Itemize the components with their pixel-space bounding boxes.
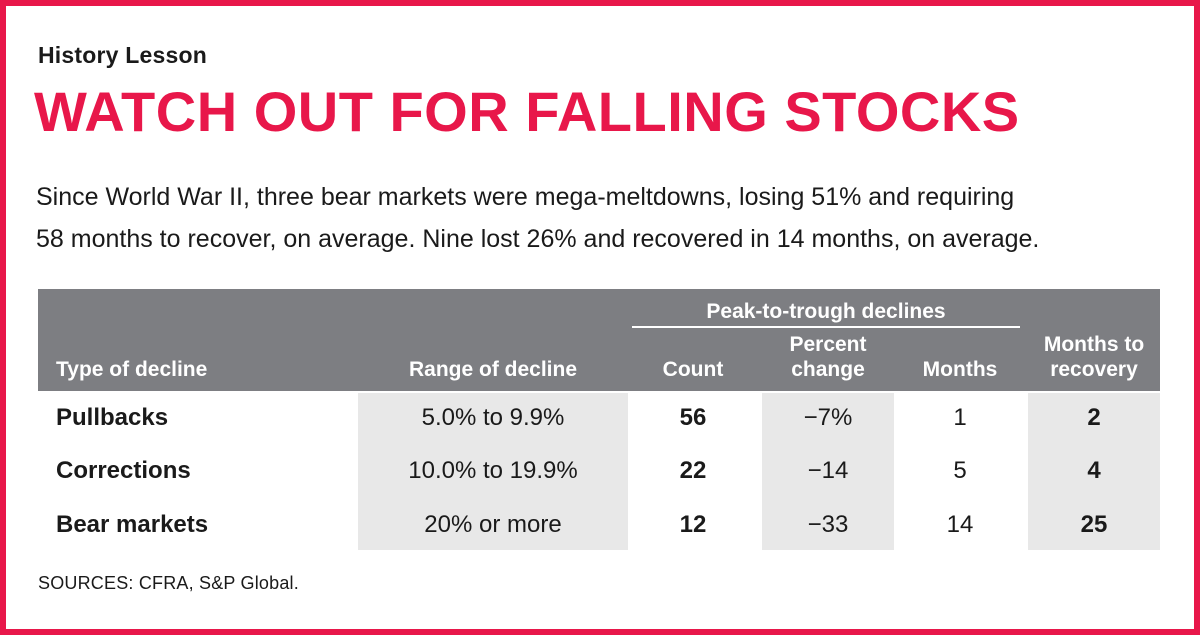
cell-months: 1 [953,404,967,431]
cell-months: 14 [946,511,974,538]
cell-range: 5.0% to 9.9% [421,404,565,431]
header-percent-change-line-2: change [791,358,865,381]
cell-range: 20% or more [424,511,562,538]
header-recovery-line-2: recovery [1050,358,1138,381]
cell-months-to-recovery: 25 [1080,511,1108,538]
header-count: Count [662,358,724,381]
percent-column-shading [762,393,894,550]
cell-percent-change: −33 [807,511,849,538]
cell-count: 56 [679,404,707,431]
cell-type: Corrections [56,457,191,484]
cell-percent-change: −14 [807,457,849,484]
kicker-label: History Lesson [38,42,207,68]
dek-line-2: 58 months to recover, on average. Nine l… [36,225,1040,253]
recovery-column-shading [1028,393,1160,550]
dek-line-1: Since World War II, three bear markets w… [36,183,1015,211]
cell-percent-change: −7% [803,404,853,431]
range-column-shading [358,393,628,550]
header-type-of-decline: Type of decline [56,358,208,381]
cell-type: Pullbacks [56,404,169,431]
source-note: SOURCES: CFRA, S&P Global. [38,573,299,593]
cell-range: 10.0% to 19.9% [408,457,578,484]
cell-count: 22 [679,457,707,484]
headline: WATCH OUT FOR FALLING STOCKS [34,80,1020,143]
cell-count: 12 [679,511,707,538]
header-range-of-decline: Range of decline [408,358,578,381]
header-peak-to-trough-group: Peak-to-trough declines [706,300,946,323]
header-percent-change-line-1: Percent [789,333,867,356]
header-months: Months [922,358,998,381]
header-months-to-recovery: Months to recovery [1028,332,1160,382]
cell-months-to-recovery: 2 [1087,404,1101,431]
header-recovery-line-1: Months to [1043,333,1145,356]
header-percent-change: Percent change [762,332,894,382]
cell-months: 5 [953,457,967,484]
group-header-rule [632,326,1020,328]
dek-paragraph: Since World War II, three bear markets w… [36,176,1166,260]
cell-months-to-recovery: 4 [1087,457,1101,484]
cell-type: Bear markets [56,511,209,538]
table-header-bar [38,289,1160,391]
